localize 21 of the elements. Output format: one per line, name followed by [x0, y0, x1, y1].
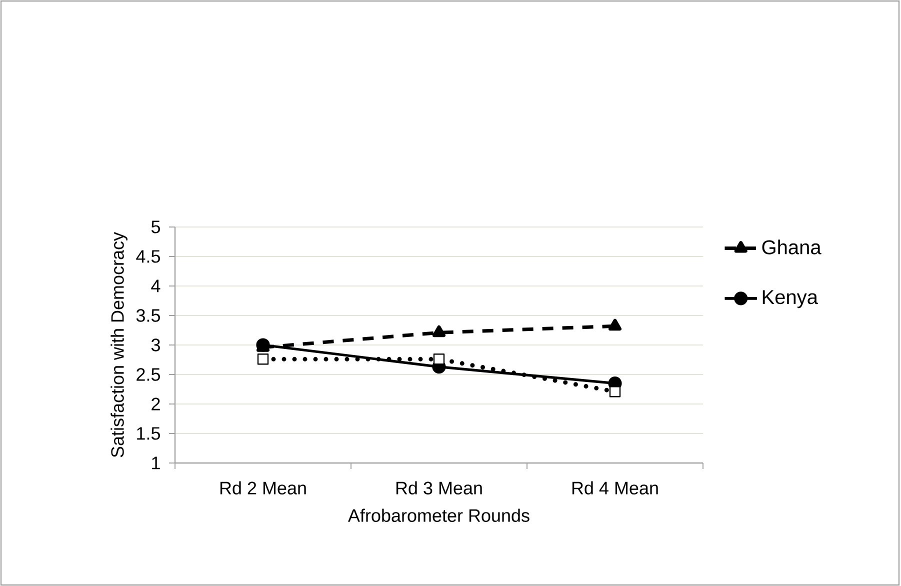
x-tick-label: Rd 2 Mean	[220, 481, 306, 494]
point	[609, 386, 621, 398]
y-tick-label: 4.5	[136, 250, 160, 263]
y-tick-label: 2	[152, 398, 160, 410]
x-axis-title: Afrobarometer Rounds	[348, 508, 530, 522]
y-tick-label: 3.5	[136, 309, 160, 322]
point	[257, 354, 269, 365]
y-tick-label: 1	[152, 456, 160, 470]
legend-label: Kenya	[762, 290, 818, 308]
y-tick-label: 2.5	[136, 368, 160, 381]
y-tick-label: 1.5	[137, 427, 160, 440]
point	[433, 354, 445, 365]
y-axis-title: Satisfaction with Democracy	[110, 232, 128, 458]
legend-label: Ghana	[762, 240, 822, 254]
point	[608, 318, 622, 331]
y-tick-label: 5	[151, 220, 160, 234]
y-tick-label: 3	[151, 338, 160, 352]
point	[432, 325, 446, 338]
x-tick-label: Rd 4 Mean	[572, 481, 658, 494]
x-tick-label: Rd 3 Mean	[396, 481, 482, 494]
y-tick-label: 4	[151, 280, 160, 292]
